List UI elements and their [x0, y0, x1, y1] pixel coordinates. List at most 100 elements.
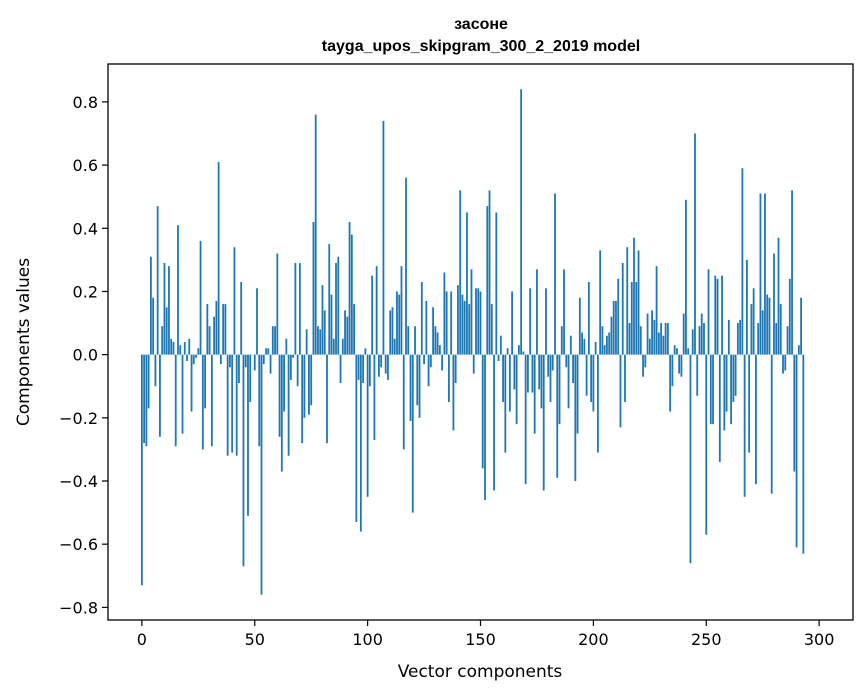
bar-262 — [732, 354, 735, 403]
bar-214 — [624, 354, 626, 403]
bar-152 — [484, 354, 486, 500]
bar-65 — [287, 354, 290, 456]
bar-146 — [470, 269, 473, 355]
bar-37 — [224, 304, 227, 355]
bar-185 — [558, 354, 561, 425]
bar-46 — [244, 354, 247, 368]
bar-81 — [323, 310, 326, 355]
bar-213 — [621, 263, 624, 355]
bar-283 — [779, 304, 782, 355]
bar-127 — [427, 354, 430, 387]
bar-245 — [694, 133, 696, 355]
bar-258 — [723, 354, 726, 431]
bar-263 — [734, 354, 737, 396]
bar-236 — [673, 345, 676, 355]
bar-111 — [391, 307, 394, 355]
x-axis-label: Vector components — [398, 662, 563, 682]
bar-232 — [664, 323, 667, 355]
bar-168 — [520, 89, 523, 355]
bar-248 — [700, 313, 703, 355]
bar-170 — [524, 354, 527, 485]
bar-257 — [721, 275, 723, 355]
bar-282 — [777, 237, 780, 355]
bar-249 — [703, 323, 705, 355]
bar-221 — [639, 326, 642, 355]
bar-128 — [429, 354, 432, 368]
bar-119 — [409, 354, 412, 421]
bar-247 — [698, 326, 701, 355]
bar-41 — [233, 247, 236, 355]
bar-9 — [161, 326, 164, 355]
bar-237 — [676, 348, 678, 355]
bar-244 — [691, 329, 694, 355]
bar-272 — [755, 354, 757, 485]
bar-26 — [199, 240, 202, 355]
bar-277 — [766, 294, 769, 355]
bar-129 — [432, 307, 434, 355]
bar-80 — [321, 285, 324, 355]
bar-145 — [468, 304, 471, 355]
bar-115 — [400, 266, 403, 355]
bar-93 — [350, 234, 353, 355]
bar-188 — [565, 354, 568, 368]
bar-56 — [267, 348, 270, 355]
bar-174 — [533, 354, 536, 434]
bar-73 — [305, 329, 308, 355]
bar-137 — [450, 291, 453, 355]
bar-55 — [265, 348, 267, 355]
bar-110 — [389, 310, 392, 355]
bar-234 — [669, 354, 672, 412]
bar-20 — [186, 354, 188, 361]
bar-207 — [608, 332, 611, 355]
bar-226 — [651, 310, 653, 355]
bar-189 — [567, 354, 570, 409]
bar-190 — [569, 335, 572, 355]
chart-title: засоне — [454, 16, 508, 33]
bar-183 — [554, 193, 556, 355]
bar-175 — [536, 269, 538, 355]
bar-154 — [488, 190, 491, 355]
bar-273 — [757, 323, 760, 355]
bar-254 — [714, 275, 717, 355]
bar-184 — [556, 354, 559, 478]
bar-153 — [486, 206, 489, 355]
x-tick-label: 50 — [245, 630, 265, 649]
bar-97 — [359, 354, 362, 532]
bar-48 — [249, 354, 252, 403]
bar-203 — [599, 250, 602, 355]
chart-subtitle: tayga_upos_skipgram_300_2_2019 model — [322, 38, 640, 55]
bar-266 — [741, 168, 744, 355]
bar-149 — [477, 288, 480, 355]
bar-253 — [712, 354, 714, 425]
bar-62 — [280, 354, 283, 472]
bar-209 — [612, 300, 615, 355]
bar-108 — [384, 354, 387, 374]
bar-178 — [542, 354, 545, 491]
bar-286 — [786, 326, 789, 355]
bar-233 — [666, 323, 669, 355]
bar-227 — [653, 319, 656, 355]
bar-202 — [596, 354, 599, 453]
bar-147 — [472, 354, 475, 374]
bar-216 — [628, 323, 631, 355]
bar-230 — [660, 323, 663, 355]
bar-33 — [215, 300, 218, 355]
bar-219 — [635, 281, 638, 355]
bar-84 — [330, 294, 333, 355]
bar-164 — [511, 291, 514, 355]
bar-39 — [229, 354, 231, 368]
bar-269 — [748, 354, 751, 453]
bar-60 — [276, 253, 279, 355]
bar-120 — [411, 354, 414, 513]
bar-276 — [764, 193, 766, 355]
x-tick-label: 0 — [137, 630, 147, 649]
bar-59 — [274, 326, 276, 355]
bar-21 — [188, 338, 191, 355]
bar-288 — [791, 190, 793, 355]
bar-61 — [278, 354, 281, 437]
bar-134 — [443, 272, 446, 355]
bar-279 — [770, 354, 773, 494]
bar-287 — [788, 278, 791, 355]
bar-162 — [506, 348, 509, 355]
